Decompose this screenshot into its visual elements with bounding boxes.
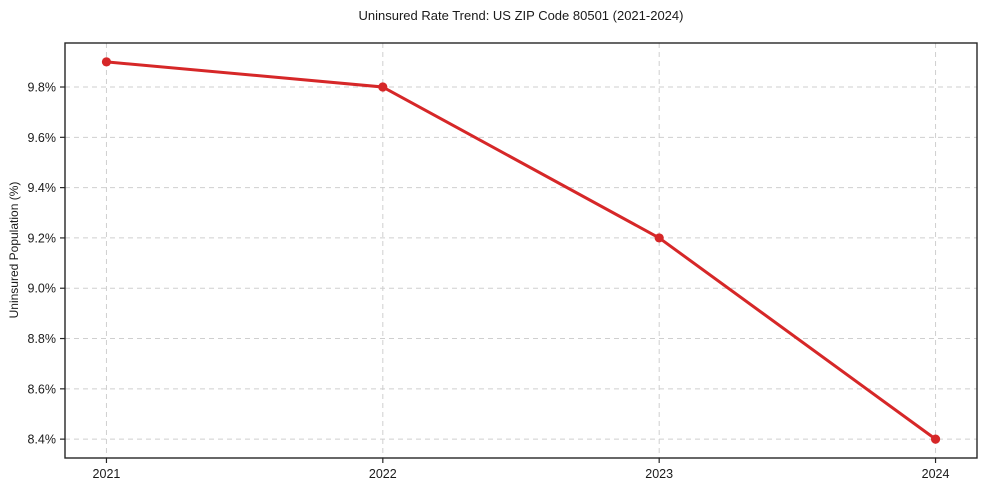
y-tick-label: 9.2% bbox=[28, 231, 57, 245]
trend-line bbox=[104, 60, 938, 441]
data-point-2023 bbox=[654, 233, 664, 243]
x-tick-label: 2024 bbox=[922, 467, 950, 481]
y-tick-label: 9.8% bbox=[28, 81, 57, 95]
x-tick-label: 2022 bbox=[369, 467, 397, 481]
y-tick-label: 8.4% bbox=[28, 433, 57, 447]
x-tick-label: 2021 bbox=[93, 467, 121, 481]
plot-frame bbox=[64, 42, 978, 459]
data-point-2022 bbox=[378, 82, 388, 92]
y-tick-label: 9.6% bbox=[28, 131, 57, 145]
x-tick-label: 2023 bbox=[645, 467, 673, 481]
data-point-2024 bbox=[930, 434, 941, 444]
y-tick-label: 9.0% bbox=[28, 282, 57, 296]
y-tick-label: 9.4% bbox=[28, 181, 57, 195]
data-point-2021 bbox=[101, 57, 112, 67]
y-tick-label: 8.8% bbox=[28, 332, 57, 346]
y-tick-label: 8.6% bbox=[28, 382, 57, 396]
chart-title: Uninsured Rate Trend: US ZIP Code 80501 … bbox=[358, 8, 684, 23]
